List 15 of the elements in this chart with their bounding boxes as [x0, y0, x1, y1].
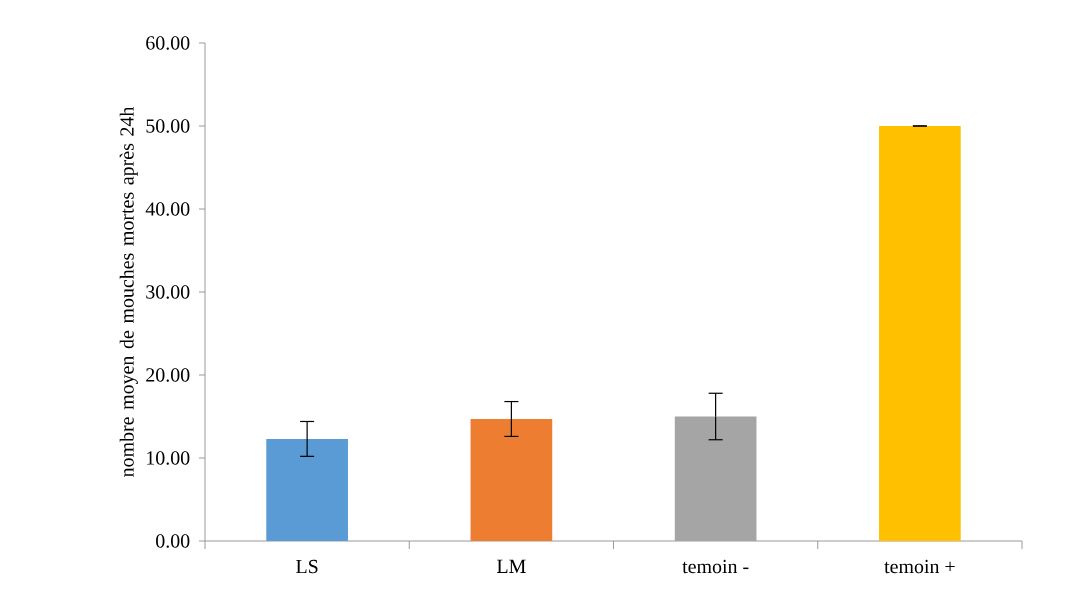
y-tick-label: 60.00 [146, 36, 190, 50]
y-tick-label: 0.00 [156, 534, 190, 548]
y-tick-label: 30.00 [146, 285, 190, 299]
y-axis-title: nombre moyen de mouches mortes après 24h [119, 106, 138, 477]
y-tick-label: 10.00 [147, 451, 190, 465]
x-tick-label: LM [497, 559, 526, 573]
y-tick-label: 50.00 [146, 119, 190, 133]
bar [470, 418, 553, 541]
y-tick-label: 40.00 [145, 202, 190, 216]
bar [266, 438, 348, 541]
x-tick-label: temoin - [682, 559, 749, 574]
bar [879, 126, 961, 541]
x-tick-label: LS [296, 559, 318, 574]
y-tick-label: 20.00 [146, 368, 190, 382]
x-tick-label: temoin + [884, 559, 955, 574]
